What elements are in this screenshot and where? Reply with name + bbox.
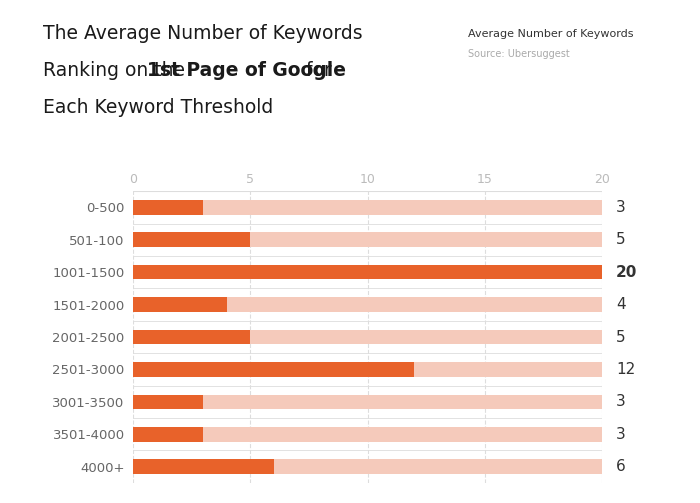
Text: The Average Number of Keywords: The Average Number of Keywords xyxy=(43,25,363,43)
Bar xyxy=(133,330,251,344)
Bar xyxy=(133,200,602,215)
Text: 5: 5 xyxy=(616,329,626,345)
Text: 1st Page of Google: 1st Page of Google xyxy=(147,61,346,80)
Text: 4: 4 xyxy=(616,297,626,312)
Bar xyxy=(133,427,204,442)
Bar xyxy=(133,362,414,377)
Bar xyxy=(133,362,602,377)
Text: 3: 3 xyxy=(616,427,626,442)
Text: 20: 20 xyxy=(616,265,638,280)
Text: Source: Ubersuggest: Source: Ubersuggest xyxy=(468,49,569,59)
Bar xyxy=(133,459,274,474)
Text: Ranking on the: Ranking on the xyxy=(43,61,191,80)
Text: 12: 12 xyxy=(616,362,636,377)
Bar xyxy=(133,297,227,312)
Text: 3: 3 xyxy=(616,394,626,409)
Text: 5: 5 xyxy=(616,232,626,247)
Text: 6: 6 xyxy=(616,459,626,474)
Bar xyxy=(133,394,602,409)
Bar xyxy=(133,394,204,409)
Bar xyxy=(133,232,251,247)
Text: for: for xyxy=(300,61,331,80)
Text: 3: 3 xyxy=(616,200,626,215)
Text: Average Number of Keywords: Average Number of Keywords xyxy=(468,29,633,39)
Text: Each Keyword Threshold: Each Keyword Threshold xyxy=(43,98,274,117)
Bar xyxy=(133,297,602,312)
Bar xyxy=(133,265,602,280)
Text: NEILPATEL: NEILPATEL xyxy=(10,39,20,97)
Bar xyxy=(133,427,602,442)
Bar xyxy=(133,200,204,215)
Bar xyxy=(133,265,602,280)
Bar xyxy=(133,330,602,344)
Bar xyxy=(133,459,602,474)
Bar xyxy=(133,232,602,247)
